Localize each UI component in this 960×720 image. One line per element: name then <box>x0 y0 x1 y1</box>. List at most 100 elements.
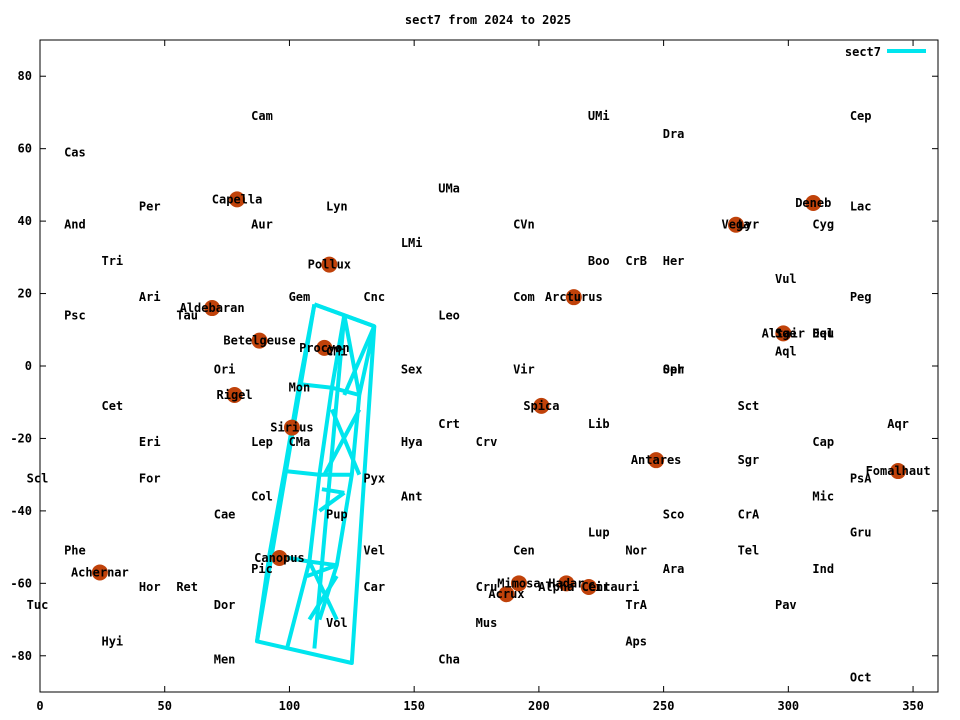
constellation-label: Lyr <box>738 218 760 232</box>
constellation-label: Cen <box>513 544 535 558</box>
star-marker <box>533 397 550 414</box>
star-label: Mimosa <box>497 576 540 590</box>
star-marker <box>204 300 221 317</box>
y-tick-label: 40 <box>18 214 32 228</box>
constellation-label: Aur <box>251 218 273 232</box>
constellation-label: Ari <box>139 290 161 304</box>
star-marker <box>727 216 744 233</box>
axis-ticks: 0 50 100 150 200 250 300 350 -80 -60 -40 -20 0 20 40 60… <box>10 40 938 713</box>
y-tick-label: 20 <box>18 287 32 301</box>
y-tick-label: 0 <box>25 359 32 373</box>
star-marker <box>775 325 792 342</box>
constellation-label: Aqr <box>887 417 909 431</box>
star-label: Aldebaran <box>180 301 245 315</box>
constellation-label: Cet <box>101 399 123 413</box>
constellation-label: CMi <box>326 345 348 359</box>
chart-title: sect7 from 2024 to 2025 <box>405 13 571 27</box>
y-tick-label: 80 <box>18 69 32 83</box>
constellation-label: Lep <box>251 435 273 449</box>
constellation-label: Cha <box>438 652 460 666</box>
series-layer <box>255 302 377 665</box>
constellation-label: Ret <box>176 580 198 594</box>
star-label: Arcturus <box>545 290 603 304</box>
constellation-label: Sex <box>401 363 423 377</box>
constellation-label: Leo <box>438 308 460 322</box>
constellation-label: Lup <box>588 526 610 540</box>
constellation-label: TrA <box>625 598 647 612</box>
constellation-label: Ser <box>663 363 685 377</box>
constellation-label: Ind <box>812 562 834 576</box>
constellation-label: Hyi <box>101 634 123 648</box>
constellation-label: Pav <box>775 598 797 612</box>
star-label: Rigel <box>217 388 253 402</box>
constellation-label: Aps <box>625 634 647 648</box>
constellation-label: And <box>64 218 86 232</box>
constellation-label: Cru <box>476 580 498 594</box>
legend: sect7 <box>845 45 926 59</box>
x-tick-label: 0 <box>36 699 43 713</box>
constellation-label: Gem <box>289 290 311 304</box>
constellation-label: Dor <box>214 598 236 612</box>
x-tick-label: 250 <box>653 699 675 713</box>
sect7-segment <box>318 491 346 513</box>
sect7-segment <box>284 469 352 477</box>
star-marker <box>91 564 108 581</box>
constellation-label: Ant <box>401 489 423 503</box>
constellation-label: Cnc <box>363 290 385 304</box>
constellation-label: Pyx <box>363 471 385 485</box>
constellation-label: LMi <box>401 236 423 250</box>
constellation-label: Crv <box>476 435 498 449</box>
constellation-label: Per <box>139 200 161 214</box>
constellation-label: Col <box>251 489 273 503</box>
star-label: Acrux <box>488 587 524 601</box>
star-label: Achernar <box>71 565 129 579</box>
constellation-label: CVn <box>513 218 535 232</box>
star-marker <box>498 586 515 603</box>
sect7-segment <box>321 487 345 495</box>
star-label: Procyon <box>299 341 350 355</box>
sect7-segment <box>307 575 339 621</box>
star-marker <box>283 419 300 436</box>
y-tick-label: -20 <box>10 431 32 445</box>
constellation-label: Oph <box>663 363 685 377</box>
constellation-label: Hor <box>139 580 161 594</box>
star-marker <box>316 339 333 356</box>
star-label: Betelgeuse <box>223 334 295 348</box>
stars-layer <box>91 191 907 603</box>
constellation-label: Cir <box>588 580 610 594</box>
star-marker <box>251 332 268 349</box>
star-label: Alpha Centauri <box>538 580 639 594</box>
constellation-label: Boo <box>588 254 610 268</box>
labels-layer: Cam UMi Cep Cas Dra UMa Per Lyn Lac And Aur CVn Lyr C… <box>27 109 931 684</box>
constellation-label: Cyg <box>812 218 834 232</box>
star-marker <box>271 549 288 566</box>
constellation-label: Psc <box>64 308 86 322</box>
y-tick-label: -40 <box>10 504 32 518</box>
constellation-label: Cep <box>850 109 872 123</box>
constellation-label: Cap <box>812 435 834 449</box>
x-tick-label: 50 <box>157 699 171 713</box>
star-label: Deneb <box>795 196 831 210</box>
constellation-label: Sct <box>738 399 760 413</box>
sect7-segment <box>307 560 339 621</box>
constellation-label: Mic <box>812 489 834 503</box>
sect7-segment <box>312 315 347 649</box>
star-marker <box>510 575 527 592</box>
star-marker <box>890 463 907 480</box>
star-label: Hadar <box>548 576 584 590</box>
sect7-segment <box>299 382 360 397</box>
sect7-segment <box>306 563 338 578</box>
constellation-label: Equ <box>812 326 834 340</box>
constellation-label: Ori <box>214 363 236 377</box>
constellation-label: Nor <box>625 544 647 558</box>
constellation-label: Vol <box>326 616 348 630</box>
sect7-segment <box>342 314 362 396</box>
sect7-segment <box>285 314 347 649</box>
constellation-label: Cas <box>64 145 86 159</box>
sect7-segment <box>342 325 377 396</box>
constellation-label: Cae <box>214 508 236 522</box>
star-marker <box>226 386 243 403</box>
star-marker <box>229 191 246 208</box>
constellation-label: Lib <box>588 417 610 431</box>
